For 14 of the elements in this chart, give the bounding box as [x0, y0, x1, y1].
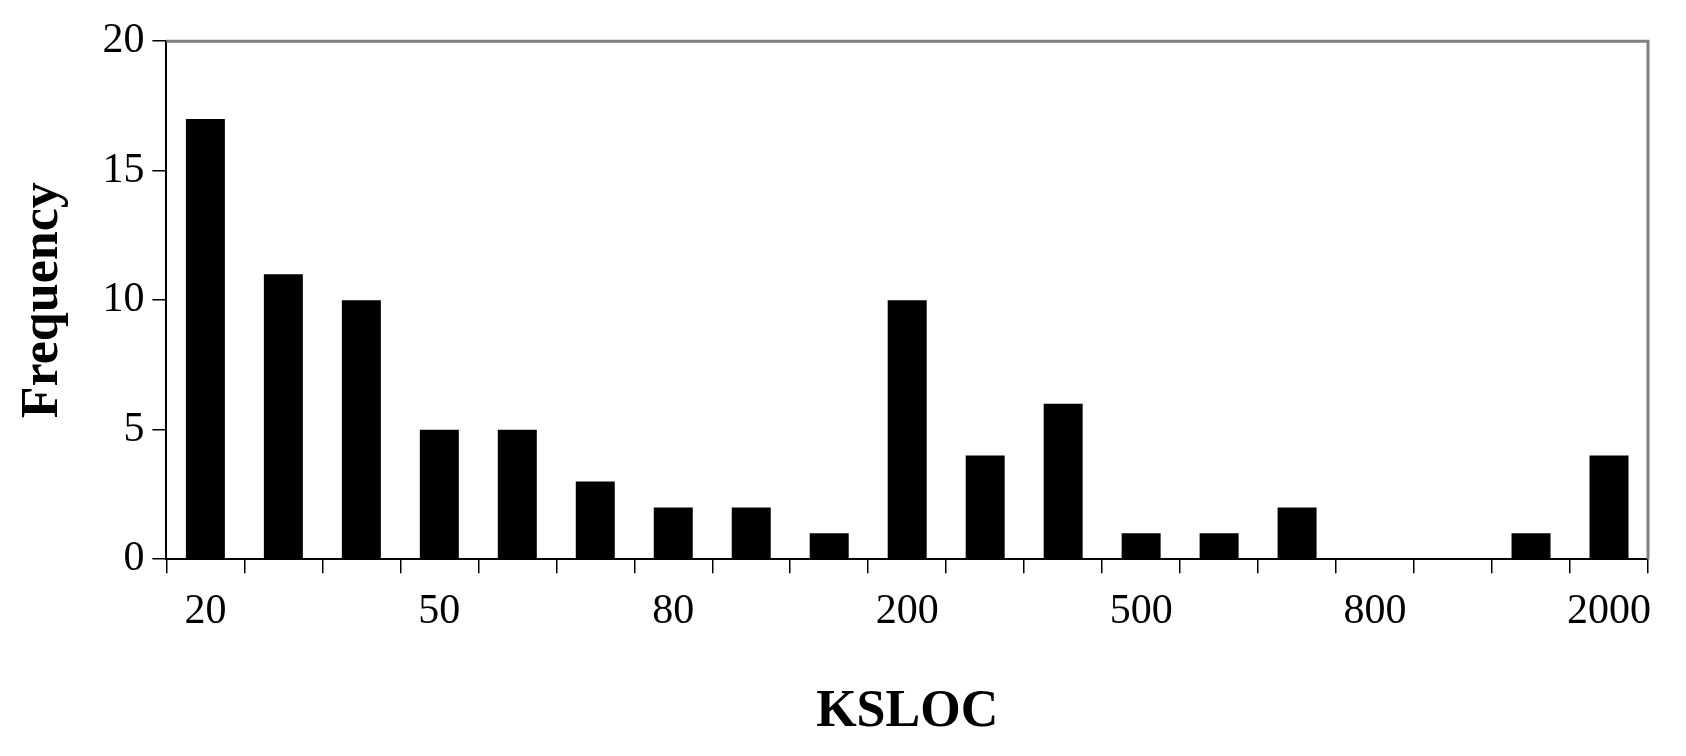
y-tick-label: 0: [123, 533, 145, 580]
x-axis-title: KSLOC: [816, 680, 999, 738]
y-tick-label: 20: [102, 15, 145, 62]
x-tick-label: 2000: [1567, 586, 1652, 633]
x-tick-label: 200: [875, 586, 939, 633]
x-tick-label: 80: [652, 586, 695, 633]
y-tick-label: 15: [102, 144, 145, 191]
x-tick-label: 800: [1343, 586, 1407, 633]
y-tick-label: 5: [123, 403, 145, 450]
x-tick-label: 500: [1109, 586, 1173, 633]
x-tick-label: 20: [184, 586, 227, 633]
y-tick-label: 10: [102, 274, 145, 321]
x-tick-label: 50: [418, 586, 461, 633]
y-axis-title: Frequency: [10, 182, 68, 419]
